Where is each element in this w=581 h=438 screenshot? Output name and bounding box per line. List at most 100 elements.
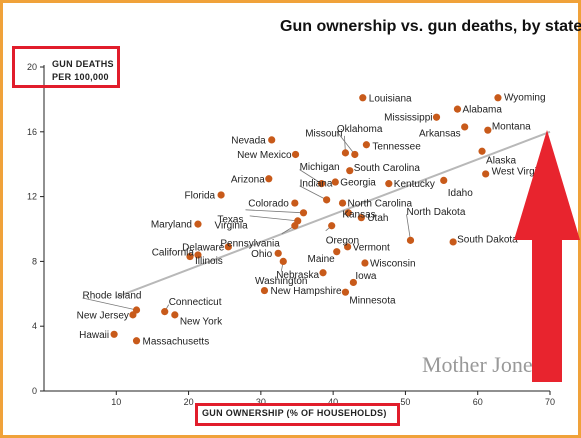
point-label: Iowa <box>355 271 377 282</box>
data-point <box>484 126 492 134</box>
data-point <box>194 251 202 259</box>
x-axis-label: GUN OWNERSHIP (% OF HOUSEHOLDS) <box>202 408 387 418</box>
data-point <box>494 94 502 102</box>
leader-line <box>299 169 322 184</box>
point-label: Pennsylvania <box>220 238 280 249</box>
leader-line <box>336 131 356 155</box>
point-label: Missouri <box>305 128 342 139</box>
point-label: Idaho <box>448 188 473 199</box>
data-point <box>362 141 370 149</box>
x-tick-label: 10 <box>111 397 121 407</box>
point-label: Wisconsin <box>370 259 416 270</box>
point-label: Tennessee <box>372 141 421 152</box>
y-axis-label-line2: PER 100,000 <box>52 72 109 82</box>
data-point <box>338 199 347 207</box>
up-arrow-icon <box>514 130 580 382</box>
data-point <box>453 105 462 113</box>
leader-line <box>406 214 411 241</box>
point-label: Montana <box>492 122 531 133</box>
data-point <box>440 176 448 184</box>
data-point <box>449 238 457 246</box>
data-point <box>291 222 299 230</box>
data-point <box>319 269 327 277</box>
point-label: Georgia <box>340 178 376 189</box>
point-label: Utah <box>367 213 388 224</box>
point-label: Arizona <box>231 174 265 185</box>
point-label: Hawaii <box>79 330 109 341</box>
data-point <box>359 94 367 102</box>
data-point <box>344 243 352 251</box>
point-label: North Dakota <box>406 207 465 218</box>
point-label: Illinois <box>195 256 223 267</box>
data-point <box>132 337 141 345</box>
data-point <box>260 286 269 295</box>
data-point <box>265 175 273 183</box>
point-label: Kentucky <box>394 179 435 190</box>
data-point <box>341 149 350 157</box>
data-point <box>346 167 354 175</box>
point-label: Texas <box>217 214 243 225</box>
leader-line <box>249 215 298 222</box>
point-label: Florida <box>185 190 216 201</box>
y-tick-label: 0 <box>32 386 37 396</box>
point-label: South Dakota <box>457 234 518 245</box>
point-label: New Mexico <box>237 150 292 161</box>
watermark-logo: Mother Jones <box>422 352 542 377</box>
point-label: Maryland <box>151 220 192 231</box>
point-label: California <box>152 247 195 258</box>
data-point <box>171 311 179 319</box>
data-point <box>317 180 326 188</box>
point-label: Colorado <box>248 199 289 210</box>
point-label: New Jersey <box>77 310 129 321</box>
data-point <box>344 209 352 217</box>
point-label: Massachusetts <box>143 336 210 347</box>
data-point <box>328 222 336 230</box>
chart-title: Gun ownership vs. gun deaths, by state <box>280 18 581 35</box>
data-point <box>461 123 469 131</box>
trend-line <box>115 130 551 298</box>
y-axis-label-line1: GUN DEATHS <box>52 59 114 69</box>
point-label: Vermont <box>353 242 390 253</box>
data-point <box>217 191 225 199</box>
data-point <box>478 147 486 155</box>
data-point <box>129 311 137 319</box>
point-label: Wyoming <box>504 92 546 103</box>
y-tick-label: 20 <box>27 62 37 72</box>
y-axis-label-highlight <box>12 46 120 88</box>
y-tick-label: 8 <box>32 256 37 266</box>
data-point <box>291 150 300 159</box>
x-tick-label: 50 <box>400 397 410 407</box>
x-tick-label: 40 <box>328 397 338 407</box>
point-label: Arkansas <box>419 128 461 139</box>
point-label: Alabama <box>462 105 502 116</box>
point-label: Kansas <box>342 209 375 220</box>
data-point <box>224 243 232 251</box>
data-point <box>268 136 276 144</box>
point-label: Nevada <box>231 135 266 146</box>
x-tick-label: 60 <box>473 397 483 407</box>
point-label: South Carolina <box>354 163 421 174</box>
x-tick-label: 30 <box>256 397 266 407</box>
data-point <box>361 259 369 267</box>
data-point <box>299 209 308 217</box>
data-point <box>291 199 299 207</box>
data-point <box>351 150 359 159</box>
point-label: Mississippi <box>384 113 432 124</box>
point-label: Oregon <box>326 235 359 246</box>
point-label: Louisiana <box>369 93 412 104</box>
data-point <box>161 308 169 316</box>
point-label: Alaska <box>486 156 516 167</box>
data-point <box>186 252 194 261</box>
point-label: Virginia <box>215 220 249 231</box>
x-tick-label: 70 <box>545 397 555 407</box>
data-point <box>341 288 350 296</box>
point-label: New York <box>180 316 223 327</box>
y-tick-label: 4 <box>32 321 37 331</box>
y-tick-label: 12 <box>27 192 37 202</box>
point-label: Connecticut <box>169 297 222 308</box>
data-point <box>333 248 341 256</box>
point-label: North Carolina <box>348 199 413 210</box>
data-point <box>406 236 415 244</box>
